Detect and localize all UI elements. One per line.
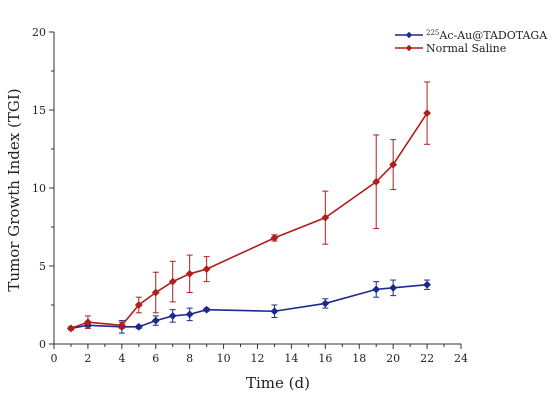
x-tick-label: 12 [251,352,265,365]
data-point [423,280,431,289]
x-tick-label: 22 [420,352,434,365]
x-tick-label: 14 [284,352,298,365]
series-line [70,112,428,330]
data-point [423,109,431,118]
series-layer [67,81,431,334]
x-tick-label: 18 [352,352,366,365]
legend-label-ac-au: 225Ac-Au@TADOTAGA [426,29,548,42]
x-tick-label: 16 [318,352,332,365]
y-tick-label: 0 [39,338,46,351]
data-point [117,321,126,330]
y-tick-label: 5 [39,260,46,273]
data-point [168,312,177,320]
data-point [84,318,92,327]
x-tick-label: 8 [186,352,193,365]
y-tick-label: 10 [32,182,46,195]
x-tick-label: 24 [454,352,468,365]
x-axis-ticks: 0 2 4 6 8 10 12 14 16 18 20 22 24 [51,344,468,365]
data-point [321,299,330,308]
data-point [151,316,160,325]
data-point [389,283,398,292]
legend-label-ac-au-main: Ac-Au@TADOTAGA [438,29,548,42]
y-axis-ticks: 0 5 10 15 20 [32,26,54,351]
series-1 [67,81,431,333]
legend-label-normal-saline: Normal Saline [426,42,506,55]
x-tick-label: 6 [152,352,159,365]
data-point [372,285,381,294]
x-axis-title: Time (d) [246,374,310,392]
data-point [185,269,194,278]
data-point [389,160,398,169]
y-tick-label: 15 [32,104,46,117]
data-point [372,177,381,186]
data-point [134,322,143,331]
data-point [202,305,211,314]
data-point [151,288,160,297]
legend-entry-normal-saline[interactable]: Normal Saline [395,42,506,55]
axes [53,32,461,345]
x-tick-label: 10 [217,352,231,365]
x-tick-label: 2 [84,352,91,365]
data-point [168,277,177,286]
data-point [321,213,330,222]
data-point [270,307,279,316]
x-tick-label: 20 [386,352,400,365]
legend-marker-normal-saline [405,44,413,52]
x-tick-label: 0 [51,352,58,365]
legend-entry-ac-au[interactable]: 225Ac-Au@TADOTAGA [395,29,548,42]
x-tick-label: 4 [118,352,125,365]
legend-marker-ac-au [405,31,413,39]
data-point [67,324,75,333]
data-point [270,234,279,242]
legend[interactable]: 225Ac-Au@TADOTAGA Normal Saline [395,29,548,55]
data-point [202,265,211,274]
y-tick-label: 20 [32,26,46,39]
data-point [185,310,194,319]
data-point [134,301,143,309]
legend-label-ac-au-superscript: 225 [426,29,439,37]
y-axis-title: Tumor Growth Index (TGI) [5,88,23,291]
